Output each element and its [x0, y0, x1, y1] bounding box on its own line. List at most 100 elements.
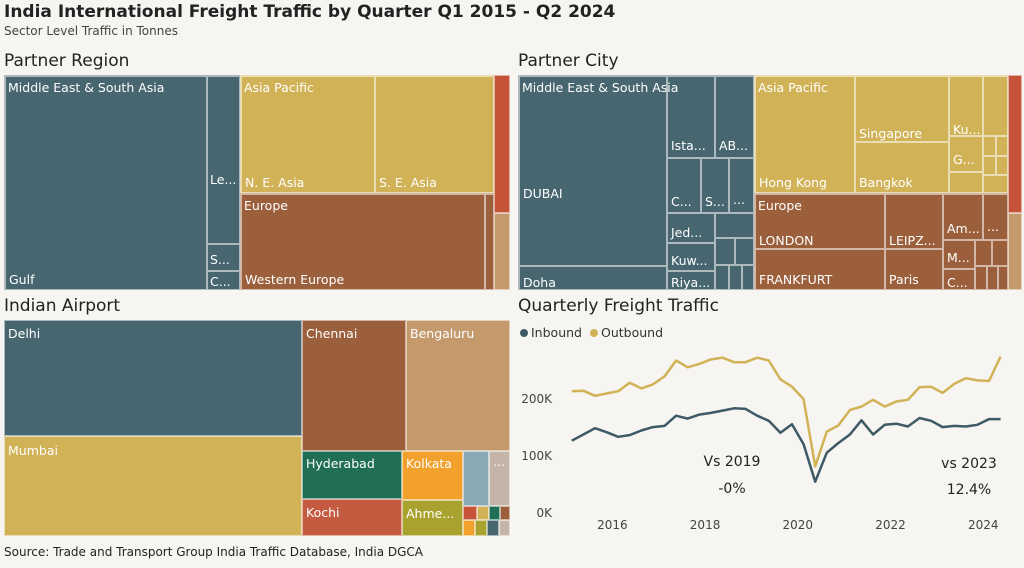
city-eu-small-2[interactable] [992, 240, 1007, 266]
city-dots2[interactable]: ... [983, 194, 1007, 240]
city-dots1[interactable]: ... [729, 158, 753, 213]
airport-small-8[interactable] [499, 520, 510, 536]
region-other-red[interactable] [494, 75, 510, 213]
panel-title-quarterly: Quarterly Freight Traffic [518, 296, 719, 316]
city-london-label: LONDON [759, 233, 814, 248]
city-ap-small-1[interactable] [949, 172, 983, 192]
airport-small-4[interactable] [500, 506, 510, 520]
city-mesa-small-3[interactable] [735, 238, 753, 265]
city-ap-small-4[interactable] [996, 136, 1007, 156]
city-eu-small-1[interactable] [975, 240, 992, 266]
treemap-indian-airport: Delhi Mumbai Chennai Bengaluru Hyderabad… [4, 320, 510, 536]
city-doha[interactable]: Doha [519, 266, 667, 289]
series-inbound-line[interactable] [571, 407, 1001, 483]
city-c1[interactable]: C... [667, 158, 701, 213]
airport-small-1[interactable] [463, 506, 477, 520]
region-ne-asia[interactable]: N. E. Asia [241, 76, 375, 192]
chart-legend: Inbound Outbound [520, 325, 663, 340]
city-london[interactable]: LONDON [755, 194, 885, 249]
city-paris[interactable]: Paris [885, 249, 943, 289]
city-mesa-small-6[interactable] [742, 265, 753, 289]
airport-dots[interactable]: ... [489, 451, 510, 506]
city-ap-small-7[interactable] [983, 175, 1007, 192]
region-le[interactable]: Le... [207, 76, 239, 244]
treemap-partner-region: Middle East & South Asia Gulf Le... S...… [4, 75, 510, 290]
series-outbound-line[interactable] [571, 355, 1002, 468]
city-paris-label: Paris [889, 272, 919, 287]
city-mesa[interactable]: Middle East & South Asia DUBAI Doha Ista… [518, 75, 754, 290]
city-mesa-small-1[interactable] [715, 213, 753, 238]
city-hong-kong[interactable]: Hong Kong [755, 76, 855, 192]
airport-small-3[interactable] [489, 506, 500, 520]
region-western-europe[interactable]: Western Europe [241, 194, 485, 289]
treemap-partner-city: Middle East & South Asia DUBAI Doha Ista… [518, 75, 1022, 290]
city-bangkok-label: Bangkok [859, 175, 913, 190]
city-asia-pacific[interactable]: Asia Pacific Hong Kong Singapore Bangkok… [754, 75, 1008, 193]
region-other-tan[interactable] [494, 213, 510, 290]
city-am[interactable]: Am... [943, 194, 983, 240]
city-c2[interactable]: C... [943, 269, 975, 289]
airport-mumbai-label: Mumbai [8, 443, 58, 458]
city-ap-small-5[interactable] [983, 156, 996, 175]
region-se-asia[interactable]: S. E. Asia [375, 76, 493, 192]
region-asia-pacific-label: Asia Pacific [244, 80, 314, 95]
region-europe-other[interactable] [485, 194, 493, 289]
y-tick-label: 0K [536, 506, 553, 520]
airport-bengaluru[interactable]: Bengaluru [406, 320, 510, 451]
city-ku[interactable]: Ku... [949, 76, 983, 136]
legend-outbound-label[interactable]: Outbound [601, 325, 663, 340]
city-eu-small-5[interactable] [998, 266, 1007, 289]
legend-inbound-label[interactable]: Inbound [531, 325, 582, 340]
airport-hyderabad[interactable]: Hyderabad [302, 451, 402, 499]
city-other-tan[interactable] [1008, 213, 1022, 290]
city-ab[interactable]: AB... [715, 76, 753, 158]
airport-mumbai[interactable]: Mumbai [4, 436, 302, 536]
city-ap-small-3[interactable] [983, 136, 996, 156]
city-ku-label: Ku... [953, 122, 981, 136]
airport-ahmedabad-label: Ahme... [406, 506, 455, 521]
city-mesa-small-4[interactable] [715, 265, 729, 289]
airport-ahmedabad[interactable]: Ahme... [402, 500, 463, 536]
city-m[interactable]: M... [943, 240, 975, 269]
region-gulf[interactable]: Gulf [5, 76, 207, 289]
city-dubai[interactable]: DUBAI [519, 76, 667, 266]
region-asia-pacific[interactable]: Asia Pacific N. E. Asia S. E. Asia [240, 75, 494, 193]
city-singapore[interactable]: Singapore [855, 76, 949, 142]
city-frankfurt[interactable]: FRANKFURT [755, 249, 885, 289]
airport-other-blue[interactable] [463, 451, 489, 506]
city-jed[interactable]: Jed... [667, 213, 715, 243]
panel-title-partner-city: Partner City [518, 51, 619, 71]
y-axis-ticks: 0K 100K 200K [521, 392, 553, 520]
airport-small-6[interactable] [475, 520, 487, 536]
city-riya[interactable]: Riya... [667, 271, 715, 289]
city-leipz-label: LEIPZ... [889, 233, 936, 248]
airport-hyderabad-label: Hyderabad [306, 456, 375, 471]
region-c[interactable]: C... [207, 271, 239, 289]
city-kuw[interactable]: Kuw... [667, 243, 715, 271]
city-ista-label: Ista... [671, 138, 706, 153]
airport-delhi[interactable]: Delhi [4, 320, 302, 436]
airport-small-5[interactable] [463, 520, 475, 536]
city-europe[interactable]: Europe LONDON FRANKFURT LEIPZ... Paris A… [754, 193, 1008, 290]
city-mesa-small-5[interactable] [729, 265, 742, 289]
airport-small-2[interactable] [477, 506, 489, 520]
city-leipz[interactable]: LEIPZ... [885, 194, 943, 249]
airport-small-7[interactable] [487, 520, 499, 536]
region-europe-label: Europe [244, 198, 288, 213]
city-ista[interactable]: Ista... [667, 76, 715, 158]
airport-chennai[interactable]: Chennai [302, 320, 406, 451]
airport-kolkata[interactable]: Kolkata [402, 451, 463, 500]
city-ap-small-6[interactable] [996, 156, 1007, 175]
city-bangkok[interactable]: Bangkok [855, 142, 949, 192]
city-g[interactable]: G... [949, 136, 983, 172]
city-s1[interactable]: S... [701, 158, 729, 213]
city-mesa-small-2[interactable] [715, 238, 735, 265]
region-europe[interactable]: Europe Western Europe [240, 193, 494, 290]
region-s[interactable]: S... [207, 244, 239, 271]
city-eu-small-3[interactable] [975, 266, 987, 289]
region-mesa[interactable]: Middle East & South Asia Gulf Le... S...… [4, 75, 240, 290]
city-other-red[interactable] [1008, 75, 1022, 213]
airport-kochi[interactable]: Kochi [302, 499, 402, 536]
city-ap-small-2[interactable] [983, 76, 1007, 136]
city-eu-small-4[interactable] [987, 266, 998, 289]
